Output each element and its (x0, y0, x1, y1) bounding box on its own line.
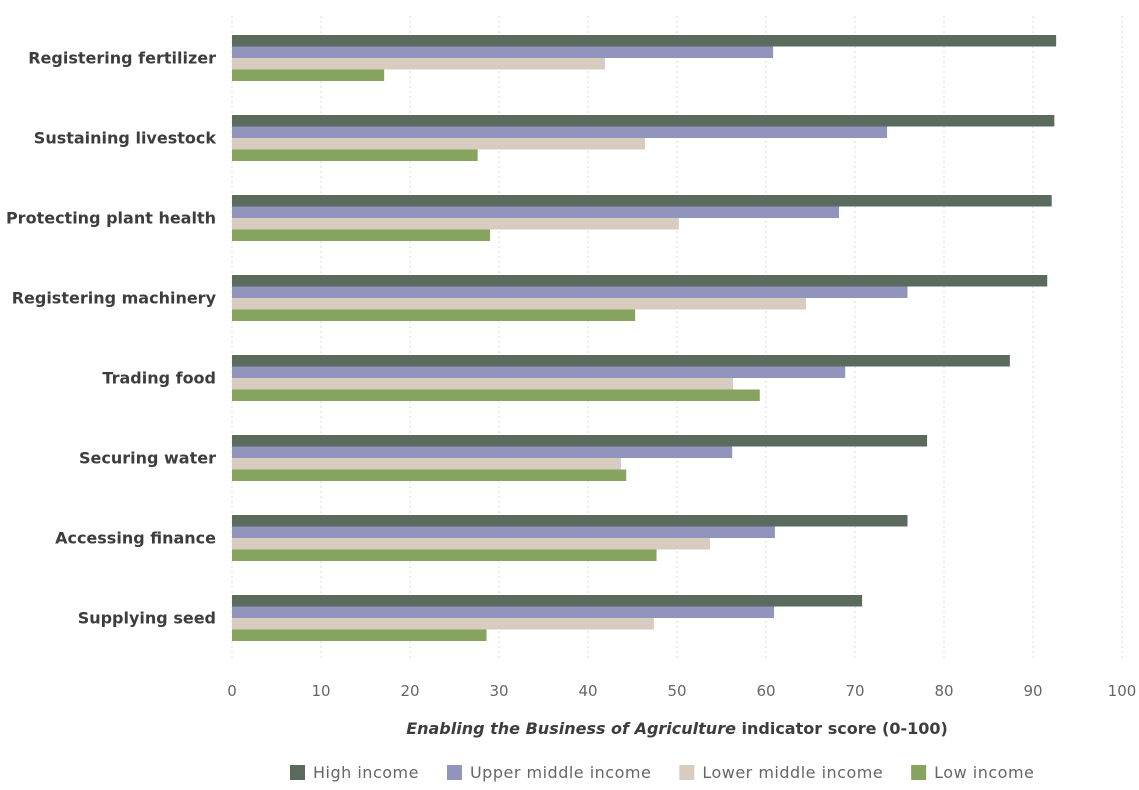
x-tick-label: 30 (489, 682, 508, 700)
category-label: Supplying seed (78, 609, 216, 628)
legend-label: Low income (934, 763, 1034, 782)
bar (232, 435, 928, 447)
x-tick-label: 0 (227, 682, 237, 700)
bar (232, 389, 760, 401)
bar (232, 595, 863, 607)
bar (232, 149, 478, 161)
x-axis-title: Enabling the Business of Agriculture ind… (406, 719, 948, 738)
x-axis-title-italic: Enabling the Business of Agriculture (406, 719, 736, 738)
bar (232, 69, 385, 81)
x-tick-label: 10 (311, 682, 330, 700)
bar (232, 35, 1057, 47)
gridlines (231, 16, 1123, 658)
category-labels: Registering fertilizer Sustaining livesto… (6, 49, 217, 628)
bar (232, 46, 774, 58)
legend-swatch (911, 765, 927, 780)
bar (232, 629, 487, 641)
category-label: Protecting plant health (6, 209, 216, 228)
x-axis-title-rest: indicator score (0-100) (736, 719, 948, 738)
bar (232, 275, 1048, 287)
legend-swatch (446, 765, 462, 780)
bar (232, 515, 908, 527)
bar (232, 526, 775, 538)
bar (232, 549, 657, 561)
bar (232, 446, 733, 458)
legend-label: Upper middle income (470, 763, 651, 782)
bar (232, 206, 839, 218)
x-tick-label: 20 (400, 682, 419, 700)
bar (232, 195, 1052, 207)
category-label: Accessing finance (55, 529, 216, 548)
x-tick-label: 100 (1108, 682, 1137, 700)
category-label: Trading food (102, 369, 216, 388)
legend-swatch (290, 765, 305, 780)
bar (232, 366, 846, 378)
x-tick-labels: 0 10 20 30 40 50 60 70 80 90 100 (227, 682, 1136, 700)
legend-label: Lower middle income (702, 763, 883, 782)
bar (232, 538, 710, 550)
x-tick-label: 60 (756, 682, 775, 700)
x-tick-label: 80 (934, 682, 953, 700)
category-label: Sustaining livestock (34, 129, 217, 148)
x-tick-label: 50 (667, 682, 686, 700)
legend: High income Upper middle income Lower midd… (290, 763, 1034, 782)
category-label: Registering machinery (12, 289, 217, 308)
bar (232, 286, 908, 298)
x-tick-label: 40 (578, 682, 597, 700)
bar (232, 218, 679, 230)
bars (232, 35, 1057, 641)
category-label: Registering fertilizer (28, 49, 216, 68)
x-tick-label: 90 (1023, 682, 1042, 700)
bar (232, 298, 807, 310)
bar (232, 229, 491, 241)
bar (232, 309, 636, 321)
bar (232, 138, 645, 150)
category-label: Securing water (79, 449, 216, 468)
x-tick-label: 70 (845, 682, 864, 700)
bar (232, 618, 654, 630)
bar (232, 469, 627, 481)
bar (232, 378, 734, 390)
bar (232, 606, 775, 618)
bar (232, 58, 605, 70)
bar (232, 126, 888, 138)
bar (232, 355, 1010, 367)
legend-label: High income (313, 763, 419, 782)
bar (232, 115, 1055, 127)
bar (232, 458, 621, 470)
legend-swatch (679, 765, 695, 780)
